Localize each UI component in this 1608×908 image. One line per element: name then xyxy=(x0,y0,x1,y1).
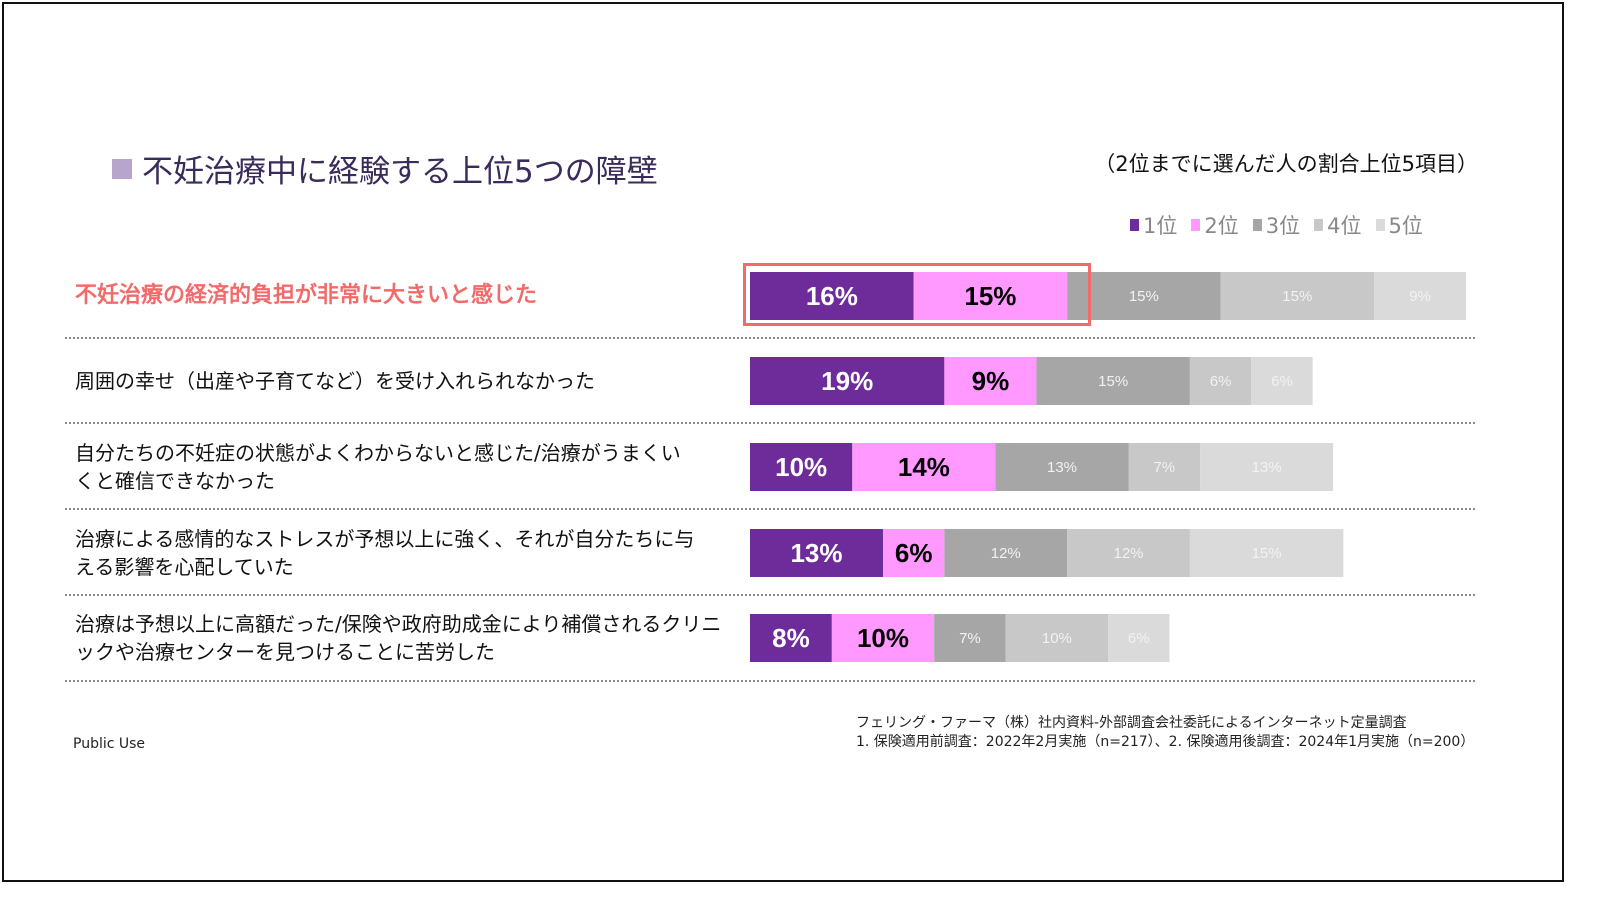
category-label: 自分たちの不妊症の状態がよくわからないと感じた/治療がうまくいくと確信できなかっ… xyxy=(75,441,681,493)
legend-label: 4位 xyxy=(1327,214,1362,238)
legend-item: 3位 xyxy=(1252,210,1301,240)
legend-item: 5位 xyxy=(1375,210,1423,240)
legend-label: 1位 xyxy=(1143,214,1178,238)
category-label: 周囲の幸せ（出産や子育てなど）を受け入れられなかった xyxy=(75,369,595,393)
legend: 1位 2位 3位 4位 5位 xyxy=(1130,210,1423,240)
row-separator xyxy=(65,508,1475,510)
chart-title-text: 不妊治療中に経験する上位5つの障壁 xyxy=(142,154,658,190)
legend-swatch xyxy=(1375,219,1385,231)
row-separator xyxy=(65,337,1475,339)
source-note: フェリング・ファーマ（株）社内資料-外部調査会社委託によるインターネット定量調査… xyxy=(856,714,1474,752)
legend-item: 4位 xyxy=(1314,210,1362,240)
category-label: 治療は予想以上に高額だった/保険や政府助成金により補償されるクリニックや治療セン… xyxy=(75,612,722,664)
legend-swatch xyxy=(1252,219,1262,231)
row-separator xyxy=(65,594,1475,596)
category-label: 不妊治療の経済的負担が非常に大きいと感じた xyxy=(75,283,538,308)
legend-swatch xyxy=(1130,219,1139,231)
legend-item: 2位 xyxy=(1191,210,1239,240)
legend-swatch xyxy=(1191,219,1201,231)
legend-swatch xyxy=(1314,219,1324,231)
row-separator xyxy=(65,422,1475,424)
source-line-1: フェリング・ファーマ（株）社内資料-外部調査会社委託によるインターネット定量調査 xyxy=(856,715,1407,731)
chart-title: 不妊治療中に経験する上位5つの障壁 xyxy=(112,146,658,191)
row-separator xyxy=(65,680,1475,682)
chart-subtitle: （2位までに選んだ人の割合上位5項目） xyxy=(1094,152,1478,176)
source-line-2: 1. 保険適用前調査：2022年2月実施（n=217）、2. 保険適用後調査：2… xyxy=(856,734,1475,750)
slide-frame xyxy=(2,2,1564,882)
legend-label: 2位 xyxy=(1204,214,1239,238)
legend-item: 1位 xyxy=(1130,210,1177,240)
highlight-box xyxy=(743,263,1091,326)
classification-label: Public Use xyxy=(73,736,146,752)
title-marker-icon xyxy=(112,158,132,179)
legend-label: 3位 xyxy=(1265,214,1301,238)
category-label: 治療による感情的なストレスが予想以上に強く、それが自分たちに与える影響を心配して… xyxy=(75,527,695,579)
legend-label: 5位 xyxy=(1388,214,1423,238)
